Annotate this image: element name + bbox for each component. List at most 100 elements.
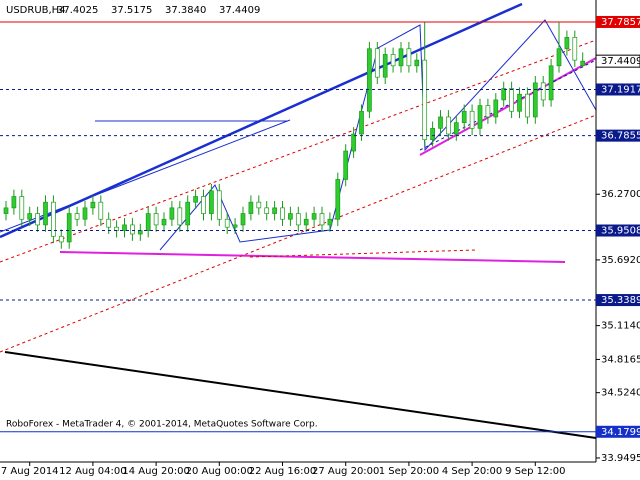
candle-body [311,213,317,220]
trend-line [0,119,291,233]
candle-body [66,213,72,243]
candle-body [122,224,127,231]
x-tick-label: 14 Aug 20:00 [122,466,189,477]
current-price-box [595,54,640,68]
candle-body [82,207,88,220]
y-tick-label: 35.1140 [601,321,640,332]
ohlc-close: 37.4409 [219,5,260,16]
trend-line [419,57,597,156]
level-box [596,294,640,307]
candle-body [90,201,96,209]
candle-body [477,105,483,129]
channel-line [0,114,597,353]
candle-body [295,213,301,226]
channel-line [0,39,597,263]
candle-body [224,218,230,228]
candle-body [343,150,349,180]
candle-body [98,201,104,220]
candle-body [58,235,64,243]
level-label: 37.7857 [601,17,640,28]
candle-body [564,37,570,50]
plot [3,21,586,249]
candle-body [209,190,214,214]
candle-body [106,218,112,228]
candle-body [517,93,522,112]
candle-body [27,213,33,220]
candle-body [19,196,25,220]
ohlc-open: 37.4025 [57,5,98,16]
x-tick-label: 9 Sep 12:00 [505,466,565,477]
candle-body [145,213,151,231]
candle-body [509,88,514,112]
candle-body [232,224,238,228]
level-box [596,83,640,96]
candle-body [3,207,9,214]
candle-body [193,196,198,203]
candle-body [303,218,309,226]
candle-body [153,213,159,226]
x-tick-label: 20 Aug 00:00 [186,466,253,477]
candle-body [169,207,175,220]
candle-body [248,201,254,214]
candle-body [359,110,364,135]
candle-body [406,48,412,67]
candle-body [493,99,499,118]
wave-line [159,19,597,251]
trend-line [59,251,566,263]
x-tick-label: 27 Aug 20:00 [312,466,379,477]
level-box [596,15,640,28]
level-box [596,129,640,142]
level-label: 36.7855 [601,131,640,142]
candle-body [398,48,404,67]
footer: RoboForex - MetaTrader 4, © 2001-2014, M… [6,420,318,430]
current-price-label: 37.4409 [601,56,640,67]
candle-body [130,224,135,235]
candle-body [319,213,325,226]
candle-body [414,59,420,67]
candle-body [327,218,333,226]
drawings [0,2,597,439]
candle-body [161,218,167,226]
x-tick-label: 7 Aug 2014 [1,466,59,477]
candle-body [201,196,206,214]
candle-body [272,207,277,214]
candle-body [216,190,222,220]
y-tick-label: 35.6920 [601,255,640,266]
level-label: 35.3389 [601,295,640,306]
x-tick-label: 12 Aug 04:00 [59,466,126,477]
candle-body [43,201,48,226]
candle-body [556,48,562,67]
level-label: 37.1917 [601,84,640,95]
candle-body [572,37,578,61]
y-tick-label: 33.9495 [601,453,640,464]
candle-body [430,127,435,141]
candle-body [264,207,270,214]
candle-body [351,133,356,152]
candle-body [453,122,459,135]
candle-body [137,230,143,235]
candle-body [177,207,183,226]
level-box [596,425,640,438]
candle-body [525,93,530,118]
candle-body [390,54,396,67]
candle-body [580,60,586,66]
trend-line [4,351,597,439]
candle-body [335,179,341,220]
candle-body [185,201,191,226]
candle-body [11,196,17,209]
ohlc-low: 37.3840 [165,5,206,16]
candle-body [35,213,40,226]
candle-body [51,201,56,237]
candle-body [485,105,491,118]
x-tick-label: 22 Aug 16:00 [249,466,316,477]
candle-body [280,207,285,220]
x-tick-label: 1 Sep 20:00 [379,466,439,477]
candle-body [374,48,380,78]
level-box [596,224,640,237]
candle-body [240,213,246,226]
y-tick-label: 36.2700 [601,189,640,200]
candle-body [548,65,554,101]
y-tick-label: 34.8165 [601,354,640,365]
